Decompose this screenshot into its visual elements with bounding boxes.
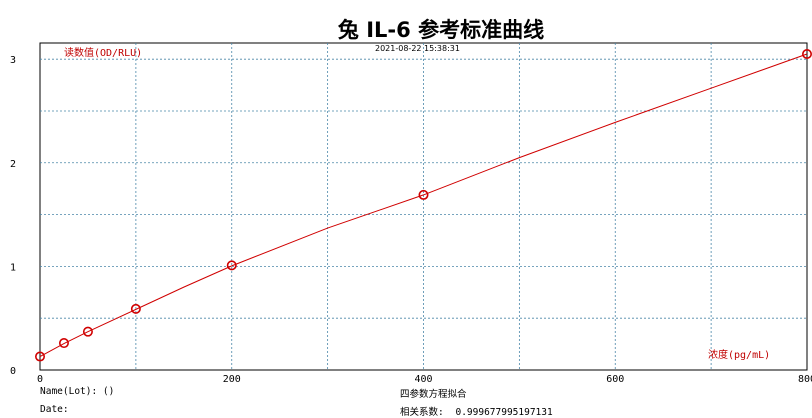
- grid-lines: [40, 43, 807, 370]
- data-point-marker: [82, 326, 93, 337]
- date-label: Date:: [40, 404, 69, 415]
- y-axis-label: 读数值(OD/RLU): [64, 46, 142, 59]
- data-point-marker: [418, 189, 429, 200]
- data-point-marker: [801, 48, 812, 59]
- y-tick-label: 1: [10, 262, 16, 273]
- data-point-marker: [34, 351, 45, 362]
- y-tick-label: 3: [10, 55, 16, 66]
- y-tick-label: 0: [10, 366, 16, 377]
- data-points: [34, 48, 812, 362]
- correlation-row: 相关系数: 0.999677995197131: [400, 404, 553, 418]
- x-tick-label: 400: [414, 374, 432, 385]
- fit-method-label: 四参数方程拟合: [400, 389, 467, 400]
- x-tick-label: 0: [37, 374, 43, 385]
- x-tick-label: 200: [223, 374, 241, 385]
- x-tick-label: 800: [798, 374, 812, 385]
- chart-title: 兔 IL-6 参考标准曲线: [337, 18, 545, 42]
- timestamp: 2021-08-22 15:38:31: [375, 44, 460, 53]
- correlation-label: 相关系数:: [400, 407, 444, 418]
- lot-name-label: Name(Lot): (): [40, 386, 115, 397]
- correlation-value: 0.999677995197131: [455, 407, 553, 418]
- x-axis-label: 浓度(pg/mL): [708, 348, 770, 361]
- data-point-marker: [226, 260, 237, 271]
- y-tick-label: 2: [10, 159, 16, 170]
- axis-ticks: 0 200 400 600 800 0 1 2 3: [10, 55, 812, 385]
- data-point-marker: [58, 338, 69, 349]
- x-tick-label: 600: [606, 374, 624, 385]
- data-point-marker: [130, 303, 141, 314]
